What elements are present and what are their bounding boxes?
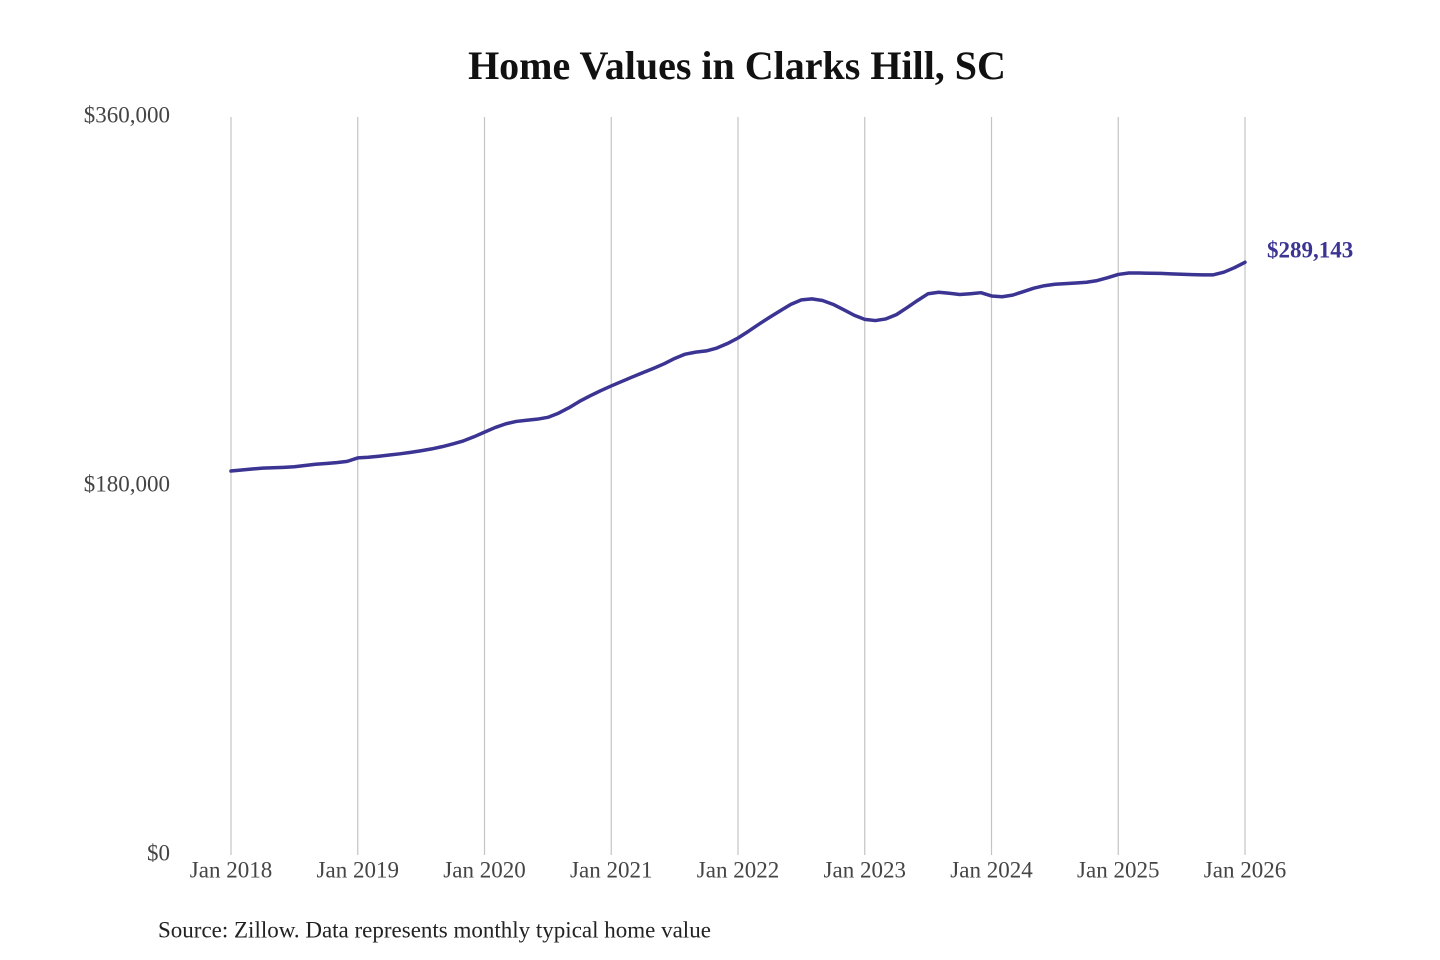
y-tick-label: $360,000 [84,102,170,127]
y-tick-label: $180,000 [84,471,170,496]
x-tick-label: Jan 2023 [824,857,906,882]
data-line [229,260,1247,473]
chart-title: Home Values in Clarks Hill, SC [468,43,1006,88]
x-tick-label: Jan 2020 [443,857,525,882]
x-tick-label: Jan 2025 [1077,857,1159,882]
source-note: Source: Zillow. Data represents monthly … [158,917,711,942]
x-tick-label: Jan 2022 [697,857,779,882]
x-tick-label: Jan 2021 [570,857,652,882]
x-tick-label: Jan 2024 [950,857,1033,882]
y-tick-label: $0 [147,840,170,865]
x-tick-label: Jan 2018 [190,857,272,882]
value-label: $289,143 [1267,238,1353,263]
x-tick-label: Jan 2019 [317,857,399,882]
x-tick-label: Jan 2026 [1204,857,1286,882]
